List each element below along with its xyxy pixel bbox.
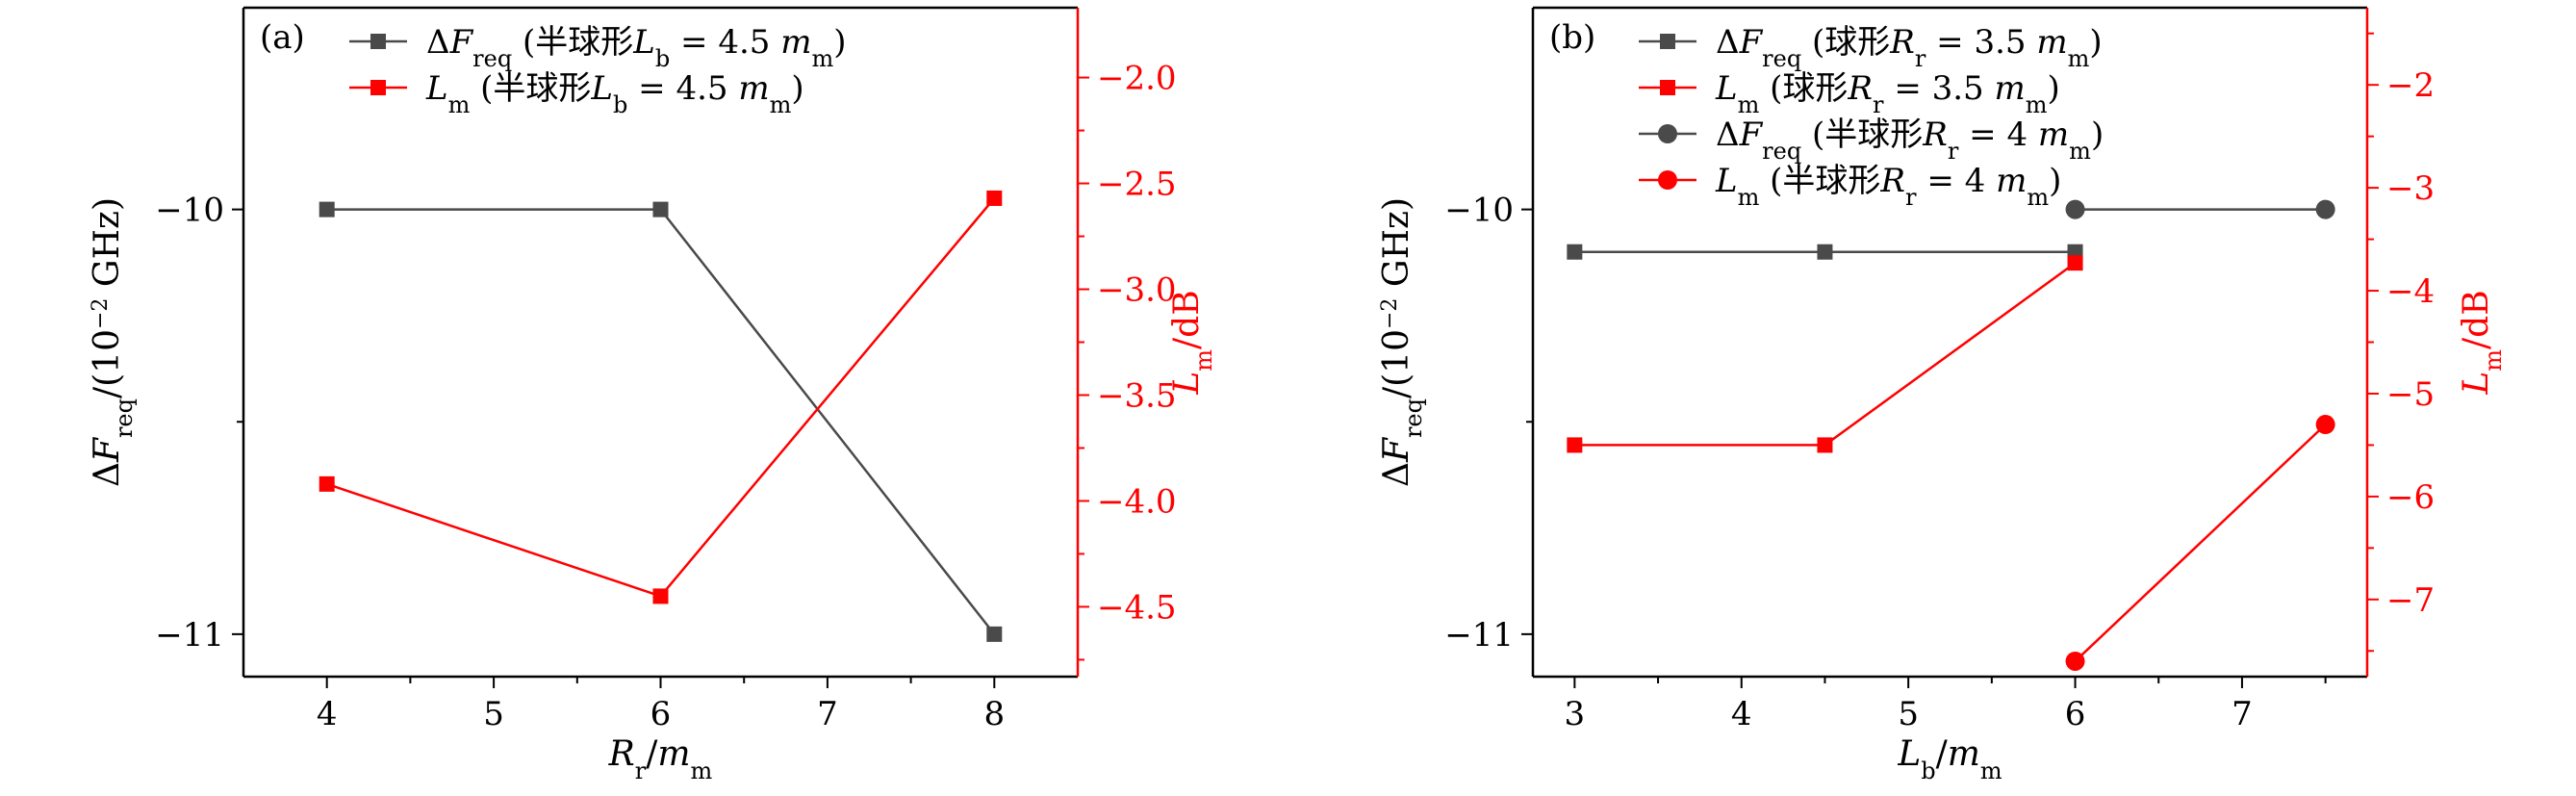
y-right-tick-label: −2.0 (1097, 60, 1177, 98)
legend-marker-square (1660, 34, 1675, 49)
y-left-tick-label: −10 (155, 192, 224, 230)
data-point-circle (2315, 199, 2335, 219)
data-point-square (652, 588, 669, 604)
y-right-tick-label: −2 (2386, 66, 2435, 105)
series-line (326, 208, 996, 635)
legend-marker-circle (1658, 170, 1677, 190)
y-right-tick-label: −4 (2386, 272, 2435, 311)
legend-marker-circle (1658, 124, 1677, 143)
x-tick-label: 6 (650, 695, 672, 733)
y-left-axis-title: ΔFreq/(10−2 GHz) (1377, 197, 1427, 487)
legend-marker-square (370, 80, 386, 95)
series-line (1574, 262, 2077, 447)
y-right-tick-label: −3 (2386, 169, 2435, 208)
y-left-tick-label: −11 (1444, 616, 1514, 655)
y-right-tick-label: −3.0 (1097, 271, 1177, 310)
data-point-circle (2065, 199, 2085, 219)
legend-entry: Lm (球形Rr = 3.5 mm) (1715, 69, 2060, 118)
x-tick-label: 7 (817, 695, 838, 733)
y-right-axis-title: Lm/dB (1167, 290, 1217, 395)
y-left-tick-label: −11 (155, 616, 224, 655)
data-point-square (319, 475, 335, 492)
y-right-tick-label: −4.0 (1097, 482, 1177, 521)
data-point-circle (2315, 415, 2335, 435)
x-tick-label: 4 (317, 695, 338, 733)
x-axis-title: Rr/mm (608, 734, 713, 784)
x-tick-label: 5 (1898, 695, 1919, 733)
legend-entry: Lm (半球形Rr = 4 mm) (1715, 162, 2061, 211)
y-right-tick-label: −4.5 (1097, 588, 1177, 627)
data-point-square (319, 201, 335, 218)
panel-label: (b) (1549, 18, 1595, 57)
panel-label: (a) (260, 18, 305, 57)
y-right-tick-label: −3.5 (1097, 376, 1177, 415)
data-point-circle (2065, 651, 2085, 671)
legend-marker-square (1660, 80, 1675, 95)
data-point-square (986, 190, 1003, 206)
series-line (2074, 424, 2327, 662)
y-right-tick-label: −6 (2386, 478, 2435, 517)
y-right-tick-label: −2.5 (1097, 166, 1177, 204)
y-right-axis-title: Lm/dB (2457, 290, 2507, 395)
x-tick-label: 6 (2065, 695, 2086, 733)
legend-entry: ΔFreq (半球形Rr = 4 mm) (1716, 116, 2104, 165)
legend-entry: Lm (半球形Lb = 4.5 mm) (425, 69, 804, 118)
x-tick-label: 3 (1565, 695, 1586, 733)
data-point-square (1817, 244, 1833, 260)
data-point-square (2067, 255, 2083, 271)
data-point-square (986, 626, 1003, 642)
data-point-square (1567, 244, 1583, 260)
x-tick-label: 5 (483, 695, 504, 733)
legend-entry: ΔFreq (球形Rr = 3.5 mm) (1716, 23, 2103, 72)
data-point-square (1567, 437, 1583, 453)
y-left-axis-title: ΔFreq/(10−2 GHz) (88, 197, 138, 487)
y-right-tick-label: −5 (2386, 375, 2435, 414)
x-tick-label: 8 (983, 695, 1005, 733)
legend-entry: ΔFreq (半球形Lb = 4.5 mm) (426, 23, 847, 72)
x-tick-label: 7 (2232, 695, 2253, 733)
chart-panel-b: 3 4 5 6 7 −10 −11 −2 −3 −4 −5 −6 −7 Lb/mm ΔFreq/(10−2 … (1377, 6, 2507, 784)
y-left-tick-label: −10 (1444, 192, 1514, 230)
y-right-tick-label: −7 (2386, 581, 2435, 620)
x-axis-title: Lb/mm (1897, 734, 2002, 784)
data-point-square (1817, 437, 1833, 453)
chart-panel-a: 4 5 6 7 8 −10 −11 −2.0 −2.5 −3.0 −3.5 −4.0 −4.5 Rr/mm… (88, 6, 1217, 784)
data-point-square (652, 201, 669, 218)
legend-marker-square (370, 34, 386, 49)
x-tick-label: 4 (1731, 695, 1752, 733)
series-line (326, 197, 996, 598)
